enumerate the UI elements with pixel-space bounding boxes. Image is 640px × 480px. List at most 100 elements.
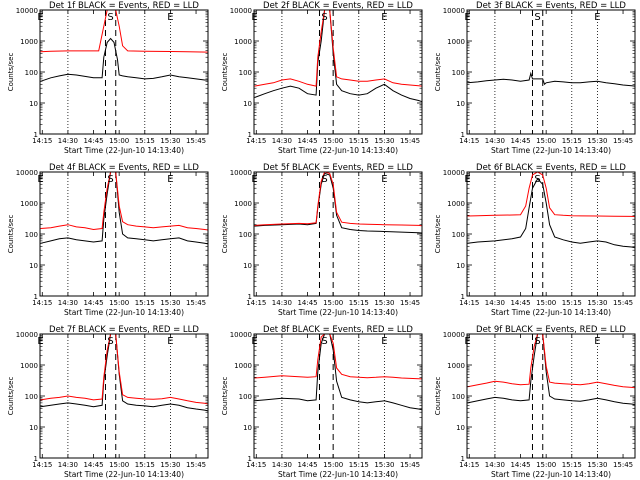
x-tick-label: 15:00 xyxy=(109,461,129,469)
y-tick-label: 1 xyxy=(248,293,252,301)
x-tick-label: 15:00 xyxy=(109,299,129,307)
detector-panel: Det 2f BLACK = Events, RED = LLD Counts/s… xyxy=(221,1,423,155)
panel-title: Det 6f BLACK = Events, RED = LLD xyxy=(476,163,626,173)
x-tick-label: 15:30 xyxy=(160,461,180,469)
y-tick-label: 10 xyxy=(29,424,38,432)
marker-label-e: E xyxy=(37,174,43,185)
panel-title: Det 8f BLACK = Events, RED = LLD xyxy=(263,325,413,335)
panel-title: Det 3f BLACK = Events, RED = LLD xyxy=(476,1,626,11)
x-axis-label: Start Time (22-Jun-10 14:13:40) xyxy=(64,146,184,155)
x-tick-label: 15:30 xyxy=(374,137,394,145)
x-tick-label: 15:15 xyxy=(349,137,369,145)
x-tick-label: 15:30 xyxy=(160,137,180,145)
y-axis-label: Counts/sec xyxy=(221,377,229,416)
marker-label-e: E xyxy=(251,174,257,185)
panel-title: Det 4f BLACK = Events, RED = LLD xyxy=(49,163,199,173)
y-tick-label: 1000 xyxy=(20,362,38,370)
x-tick-label: 14:45 xyxy=(83,461,103,469)
events-series-line xyxy=(467,71,636,87)
detector-panel: Det 1f BLACK = Events, RED = LLD Counts/s… xyxy=(7,1,209,155)
panel-title: Det 1f BLACK = Events, RED = LLD xyxy=(49,1,199,11)
x-tick-label: 14:45 xyxy=(83,137,103,145)
x-tick-label: 14:15 xyxy=(32,137,52,145)
marker-label-e: E xyxy=(251,336,257,347)
x-tick-label: 15:00 xyxy=(323,461,343,469)
detector-panel: Det 4f BLACK = Events, RED = LLD Counts/s… xyxy=(7,163,209,317)
y-tick-label: 100 xyxy=(452,393,465,401)
marker-label-e: E xyxy=(37,12,43,23)
x-tick-label: 14:45 xyxy=(510,137,530,145)
marker-label-s: S xyxy=(107,336,113,347)
panel-title: Det 9f BLACK = Events, RED = LLD xyxy=(476,325,626,335)
y-tick-label: 10000 xyxy=(443,7,465,15)
events-series-line xyxy=(40,37,208,82)
y-axis-label: Counts/sec xyxy=(434,53,442,92)
panel-title: Det 2f BLACK = Events, RED = LLD xyxy=(263,1,413,11)
x-tick-label: 14:15 xyxy=(459,299,479,307)
y-tick-label: 1 xyxy=(461,131,465,139)
x-tick-label: 15:45 xyxy=(613,137,633,145)
plot-frame xyxy=(466,333,636,459)
x-axis-label: Start Time (22-Jun-10 14:13:40) xyxy=(278,146,398,155)
x-tick-label: 14:45 xyxy=(297,299,317,307)
x-tick-label: 15:30 xyxy=(374,461,394,469)
x-tick-label: 15:00 xyxy=(536,137,556,145)
panel-title: Det 7f BLACK = Events, RED = LLD xyxy=(49,325,199,335)
detector-panel: Det 3f BLACK = Events, RED = LLD Counts/s… xyxy=(434,1,636,155)
x-tick-label: 14:45 xyxy=(510,461,530,469)
y-axis-label: Counts/sec xyxy=(7,215,15,254)
y-axis-label: Counts/sec xyxy=(7,377,15,416)
marker-label-e: E xyxy=(464,174,470,185)
x-tick-label: 15:15 xyxy=(135,299,155,307)
y-tick-label: 10000 xyxy=(16,169,38,177)
y-tick-label: 10 xyxy=(243,100,252,108)
y-tick-label: 1000 xyxy=(20,38,38,46)
marker-label-s: S xyxy=(107,174,113,185)
marker-label-s: S xyxy=(534,336,540,347)
y-tick-label: 1000 xyxy=(234,38,252,46)
y-tick-label: 1000 xyxy=(234,200,252,208)
x-tick-label: 15:45 xyxy=(186,461,206,469)
panel-title: Det 5f BLACK = Events, RED = LLD xyxy=(263,163,413,173)
x-tick-label: 14:15 xyxy=(459,461,479,469)
marker-label-e: E xyxy=(381,12,387,23)
y-tick-label: 1 xyxy=(34,131,38,139)
y-tick-label: 100 xyxy=(25,69,38,77)
x-axis-label: Start Time (22-Jun-10 14:13:40) xyxy=(491,146,611,155)
x-axis-label: Start Time (22-Jun-10 14:13:40) xyxy=(64,308,184,317)
marker-label-s: S xyxy=(534,174,540,185)
x-tick-label: 15:15 xyxy=(349,299,369,307)
marker-label-e: E xyxy=(464,12,470,23)
y-tick-label: 10 xyxy=(456,100,465,108)
x-axis-label: Start Time (22-Jun-10 14:13:40) xyxy=(491,308,611,317)
y-tick-label: 100 xyxy=(239,231,252,239)
y-tick-label: 1 xyxy=(248,131,252,139)
plot-frame xyxy=(253,9,423,135)
events-series-line xyxy=(467,178,636,249)
x-tick-label: 14:30 xyxy=(272,299,292,307)
marker-label-e: E xyxy=(381,336,387,347)
lld-series-line xyxy=(254,171,423,227)
detector-panel: Det 9f BLACK = Events, RED = LLD Counts/s… xyxy=(434,325,636,479)
x-tick-label: 14:30 xyxy=(58,137,78,145)
marker-label-s: S xyxy=(321,12,327,23)
y-axis-label: Counts/sec xyxy=(221,215,229,254)
x-tick-label: 15:45 xyxy=(400,299,420,307)
x-tick-label: 15:15 xyxy=(562,299,582,307)
y-tick-label: 100 xyxy=(452,231,465,239)
marker-label-s: S xyxy=(321,174,327,185)
y-tick-label: 10000 xyxy=(230,7,252,15)
x-axis-label: Start Time (22-Jun-10 14:13:40) xyxy=(64,470,184,479)
y-tick-label: 100 xyxy=(25,231,38,239)
detector-panel: Det 8f BLACK = Events, RED = LLD Counts/s… xyxy=(221,325,423,479)
y-tick-label: 10 xyxy=(456,262,465,270)
y-tick-label: 100 xyxy=(239,69,252,77)
y-tick-label: 10000 xyxy=(16,7,38,15)
plot-frame xyxy=(253,333,423,459)
y-tick-label: 1 xyxy=(34,455,38,463)
x-axis-label: Start Time (22-Jun-10 14:13:40) xyxy=(491,470,611,479)
x-tick-label: 15:15 xyxy=(135,137,155,145)
x-tick-label: 14:15 xyxy=(246,137,266,145)
x-tick-label: 14:15 xyxy=(246,461,266,469)
